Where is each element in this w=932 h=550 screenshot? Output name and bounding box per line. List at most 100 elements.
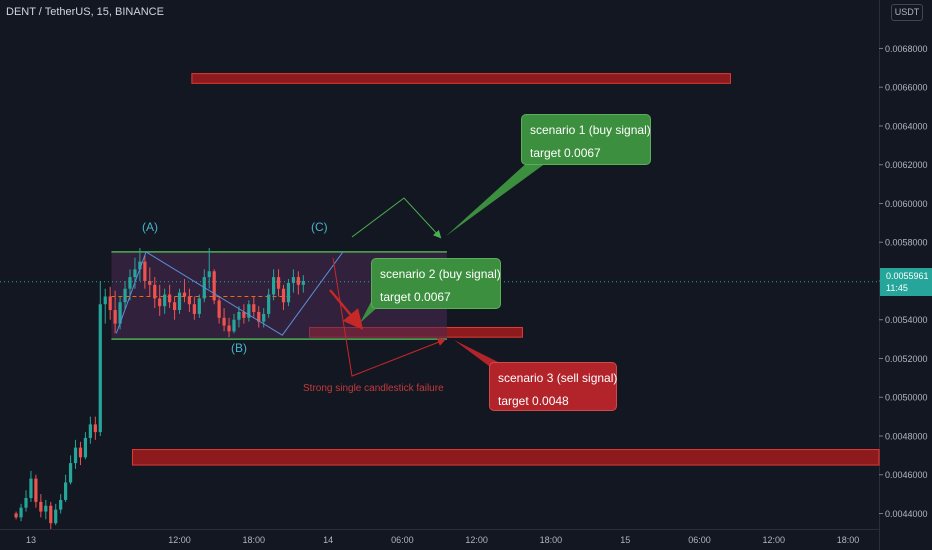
- candle-body: [148, 280, 152, 285]
- scenario-1-callout[interactable]: scenario 1 (buy signal) target 0.0067: [521, 114, 651, 165]
- candle-body: [237, 311, 241, 320]
- wave-label-c: (C): [311, 220, 328, 234]
- candle-body: [138, 261, 142, 270]
- candle-body: [296, 277, 300, 285]
- scenario-2-target: target 0.0067: [380, 290, 451, 304]
- zone-support: [131, 449, 880, 466]
- candle-body: [123, 288, 127, 303]
- candle-body: [108, 296, 112, 311]
- scenario-3-target: target 0.0048: [498, 394, 569, 408]
- time-tick-label: 14: [323, 535, 333, 545]
- candle-body: [301, 280, 305, 285]
- scenario-3-title: scenario 3 (sell signal): [498, 371, 618, 385]
- price-tick-label: 0.0054000: [885, 315, 928, 325]
- scenario-2-callout[interactable]: scenario 2 (buy signal) target 0.0067: [371, 258, 501, 309]
- time-tick-label: 06:00: [688, 535, 711, 545]
- last-price-value: 0.0055961: [886, 271, 929, 281]
- wave-label-a: (A): [142, 220, 158, 234]
- candle-body: [291, 277, 296, 283]
- candle-body: [73, 447, 78, 464]
- candle-body: [44, 505, 48, 512]
- candle-body: [59, 499, 63, 510]
- candle-body: [276, 277, 281, 289]
- candle-body: [24, 497, 28, 508]
- wave-abc-path: [115, 251, 344, 336]
- scenario-2-drop-arrow: [329, 289, 364, 330]
- time-tick-label: 15: [620, 535, 630, 545]
- candles-layer: [14, 248, 305, 529]
- zone-resistance: [191, 73, 731, 84]
- failure-note: Strong single candlestick failure: [303, 383, 444, 394]
- candle-body: [34, 478, 38, 502]
- price-tick-label: 0.0052000: [885, 354, 928, 364]
- candle-body: [128, 277, 132, 289]
- scenario-2-title: scenario 2 (buy signal): [380, 267, 501, 281]
- time-tick-label: 18:00: [243, 535, 266, 545]
- candle-body: [281, 288, 286, 303]
- candle-body: [163, 294, 167, 307]
- candle-body: [153, 284, 157, 299]
- price-tick-label: 0.0064000: [885, 121, 928, 131]
- scenario-3-callout[interactable]: scenario 3 (sell signal) target 0.0048: [489, 362, 617, 411]
- candle-body: [158, 298, 162, 307]
- candle-body: [172, 302, 177, 311]
- candle-body: [192, 304, 196, 314]
- wave-label-b: (B): [231, 341, 247, 355]
- time-tick-label: 06:00: [391, 535, 414, 545]
- candle-body: [207, 271, 211, 278]
- candle-body: [267, 294, 271, 314]
- time-tick-label: 12:00: [763, 535, 786, 545]
- candle-body: [227, 325, 231, 332]
- candle-body: [78, 447, 83, 458]
- time-tick-label: 18:00: [540, 535, 563, 545]
- candle-body: [19, 507, 23, 518]
- last-price-label: 0.0055961 11:45: [880, 268, 932, 296]
- symbol-title: DENT / TetherUS, 15, BINANCE: [6, 6, 164, 18]
- candle-body: [257, 311, 261, 322]
- scenario-1-path: [351, 197, 442, 239]
- candle-body: [143, 261, 147, 281]
- scenario-1-target: target 0.0067: [530, 146, 601, 160]
- candle-body: [113, 310, 117, 324]
- candle-body: [29, 478, 33, 498]
- candle-body: [182, 292, 187, 297]
- candle-body: [14, 513, 18, 518]
- candle-body: [212, 271, 216, 301]
- scenario-1-pointer: [446, 160, 550, 236]
- price-tick-label: 0.0068000: [885, 44, 928, 54]
- candle-body: [88, 424, 92, 438]
- candle-body: [271, 277, 276, 295]
- candle-body: [103, 296, 107, 305]
- candle-body: [187, 296, 192, 305]
- candle-body: [49, 505, 53, 524]
- time-tick-label: 18:00: [837, 535, 860, 545]
- time-axis[interactable]: 13 12:00 18:00 14 06:00 12:00 18:00 15 06:00 12:0…: [26, 535, 859, 545]
- time-tick-label: 13: [26, 535, 36, 545]
- price-tick-label: 0.0046000: [885, 470, 928, 480]
- candle-body: [252, 304, 256, 312]
- scenario-1-title: scenario 1 (buy signal): [530, 123, 651, 137]
- price-tick-label: 0.0050000: [885, 393, 928, 403]
- time-tick-label: 12:00: [465, 535, 488, 545]
- candle-body: [68, 463, 73, 483]
- candle-body: [83, 437, 88, 458]
- candle-body: [222, 317, 226, 326]
- price-tick-label: 0.0060000: [885, 199, 928, 209]
- failure-path: [332, 257, 446, 377]
- candle-body: [262, 313, 266, 322]
- candle-body: [54, 509, 58, 524]
- price-tick-label: 0.0048000: [885, 431, 928, 441]
- candle-body: [133, 269, 137, 278]
- candle-body: [217, 300, 221, 318]
- time-tick-label: 12:00: [168, 535, 191, 545]
- price-tick-label: 0.0058000: [885, 238, 928, 248]
- candle-body: [39, 501, 43, 512]
- currency-button[interactable]: USDT: [891, 4, 923, 21]
- price-tick-label: 0.0062000: [885, 160, 928, 170]
- candle-body: [247, 304, 251, 318]
- candle-body: [197, 298, 201, 314]
- price-tick-label: 0.0066000: [885, 83, 928, 93]
- candle-body: [177, 292, 182, 311]
- candle-body: [98, 304, 102, 433]
